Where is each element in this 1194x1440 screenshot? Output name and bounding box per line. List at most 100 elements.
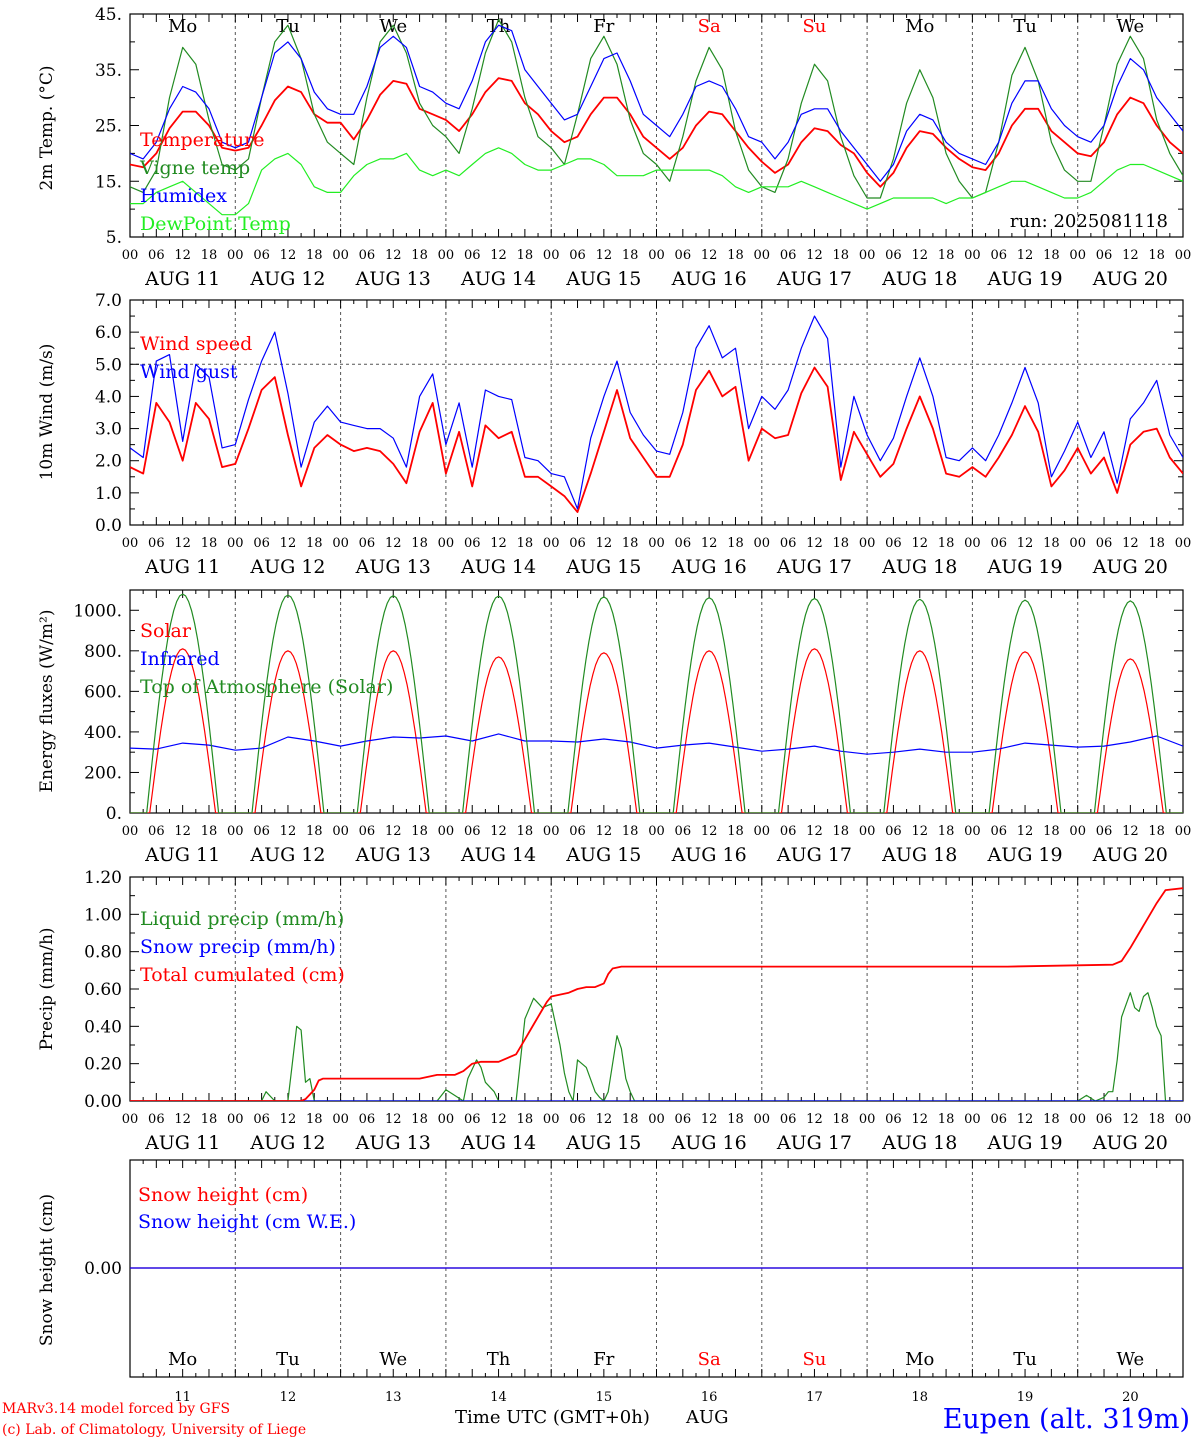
hour-tick-label: 12 xyxy=(1017,824,1034,839)
date-label: AUG 11 xyxy=(144,1132,220,1154)
hour-tick-label: 18 xyxy=(622,1112,639,1127)
y-tick-label: 4.0 xyxy=(95,387,122,407)
hour-tick-label: 12 xyxy=(911,248,928,263)
date-label: AUG 12 xyxy=(249,844,325,866)
hour-tick-label: 06 xyxy=(885,1112,902,1127)
series-lines xyxy=(130,593,1183,813)
y-tick-label: 1000. xyxy=(73,601,122,621)
hour-tick-label: 12 xyxy=(596,536,613,551)
hour-tick-label: 06 xyxy=(464,824,481,839)
y-tick-label: 0.00 xyxy=(84,1092,122,1112)
hour-tick-label: 18 xyxy=(1043,824,1060,839)
series-line-solar xyxy=(130,648,1183,813)
hour-tick-label: 06 xyxy=(359,248,376,263)
weekday-label: We xyxy=(1117,16,1145,37)
hour-tick-label: 12 xyxy=(280,1112,297,1127)
legend-entry: Temperature xyxy=(140,129,264,151)
hour-tick-label: 00 xyxy=(648,536,665,551)
hour-tick-label: 18 xyxy=(306,536,323,551)
hour-tick-label: 12 xyxy=(174,824,191,839)
series-line-dewpoint-temp xyxy=(130,147,1183,216)
day-number-label: 18 xyxy=(911,1390,928,1405)
hour-tick-label: 12 xyxy=(490,248,507,263)
hour-tick-label: 18 xyxy=(622,536,639,551)
legend-entry: Solar xyxy=(140,620,192,642)
hour-tick-label: 00 xyxy=(859,536,876,551)
hour-tick-label: 18 xyxy=(517,248,534,263)
weekday-label: Mo xyxy=(905,1349,934,1370)
hour-tick-label: 06 xyxy=(1096,1112,1113,1127)
date-label: AUG 14 xyxy=(460,268,536,290)
date-label: AUG 20 xyxy=(1092,268,1168,290)
y-axis-label: 10m Wind (m/s) xyxy=(37,344,57,481)
date-label: AUG 15 xyxy=(565,1132,641,1154)
date-label: AUG 13 xyxy=(355,556,431,578)
time-axis-label: Time UTC (GMT+0h) xyxy=(455,1407,650,1428)
hour-tick-label: 12 xyxy=(385,1112,402,1127)
hour-tick-label: 12 xyxy=(701,536,718,551)
run-annotation: run: 2025081118 xyxy=(1010,211,1168,232)
hour-tick-label: 00 xyxy=(964,824,981,839)
hour-tick-label: 06 xyxy=(359,824,376,839)
panel-1: 5. 15. 25. 35. 45. 2m Temp. (°C) 00 06 12 18 00 06 1… xyxy=(37,5,1191,290)
day-number-label: 15 xyxy=(596,1390,613,1405)
date-label: AUG 12 xyxy=(249,1132,325,1154)
hour-tick-label: 12 xyxy=(174,536,191,551)
hour-tick-label: 06 xyxy=(885,824,902,839)
hour-tick-label: 00 xyxy=(1069,248,1086,263)
date-label: AUG 18 xyxy=(881,268,957,290)
date-label: AUG 13 xyxy=(355,844,431,866)
legend-entry: Top of Atmosphere (Solar) xyxy=(140,676,393,698)
date-label: AUG 11 xyxy=(144,556,220,578)
day-number-label: 14 xyxy=(490,1390,507,1405)
hour-tick-label: 18 xyxy=(1148,824,1165,839)
hour-tick-label: 00 xyxy=(1175,248,1192,263)
meteogram-panels: 5. 15. 25. 35. 45. 2m Temp. (°C) 00 06 12 18 00 06 1… xyxy=(37,5,1191,1405)
date-label: AUG 15 xyxy=(565,556,641,578)
series-line-temperature xyxy=(130,77,1183,188)
date-label: AUG 15 xyxy=(565,844,641,866)
hour-tick-label: 12 xyxy=(280,824,297,839)
hour-tick-label: 06 xyxy=(885,248,902,263)
legend-entry: Snow height (cm W.E.) xyxy=(138,1211,356,1233)
y-tick-label: 1.00 xyxy=(84,905,122,925)
series-line-infrared xyxy=(130,733,1183,755)
hour-tick-label: 18 xyxy=(201,536,218,551)
hour-tick-label: 00 xyxy=(438,824,455,839)
panel-4: 0.00 0.20 0.40 0.60 0.80 1.00 1.20 Precip (mm/h… xyxy=(37,868,1191,1154)
hour-tick-label: 12 xyxy=(806,824,823,839)
hour-tick-label: 18 xyxy=(833,824,850,839)
y-tick-label: 5.0 xyxy=(95,355,122,375)
hour-tick-label: 00 xyxy=(964,248,981,263)
hour-tick-label: 12 xyxy=(1017,248,1034,263)
hour-tick-label: 12 xyxy=(280,536,297,551)
y-tick-label: 600. xyxy=(84,682,122,702)
hour-tick-label: 12 xyxy=(701,824,718,839)
hour-tick-label: 00 xyxy=(332,536,349,551)
month-label: AUG xyxy=(685,1407,729,1428)
hour-tick-label: 06 xyxy=(253,536,270,551)
hour-tick-label: 12 xyxy=(490,536,507,551)
hour-tick-label: 00 xyxy=(648,824,665,839)
hour-tick-label: 12 xyxy=(806,1112,823,1127)
y-tick-label: 7.0 xyxy=(95,291,122,311)
series-line-humidex xyxy=(130,24,1183,182)
hour-tick-label: 12 xyxy=(385,536,402,551)
hour-tick-label: 12 xyxy=(911,536,928,551)
hour-tick-label: 06 xyxy=(253,1112,270,1127)
weekday-label: Mo xyxy=(168,1349,197,1370)
hour-tick-label: 06 xyxy=(990,824,1007,839)
hour-tick-label: 06 xyxy=(675,1112,692,1127)
date-label: AUG 11 xyxy=(144,844,220,866)
hour-tick-label: 12 xyxy=(385,248,402,263)
hour-tick-label: 12 xyxy=(1017,536,1034,551)
hour-tick-label: 18 xyxy=(306,824,323,839)
y-axis-label: Snow height (cm) xyxy=(37,1194,57,1346)
hour-tick-label: 00 xyxy=(438,1112,455,1127)
hour-tick-label: 06 xyxy=(780,824,797,839)
hour-tick-label: 00 xyxy=(543,248,560,263)
hour-tick-label: 00 xyxy=(122,536,139,551)
date-label: AUG 17 xyxy=(776,1132,852,1154)
hour-tick-label: 00 xyxy=(754,824,771,839)
hour-tick-label: 00 xyxy=(1175,824,1192,839)
